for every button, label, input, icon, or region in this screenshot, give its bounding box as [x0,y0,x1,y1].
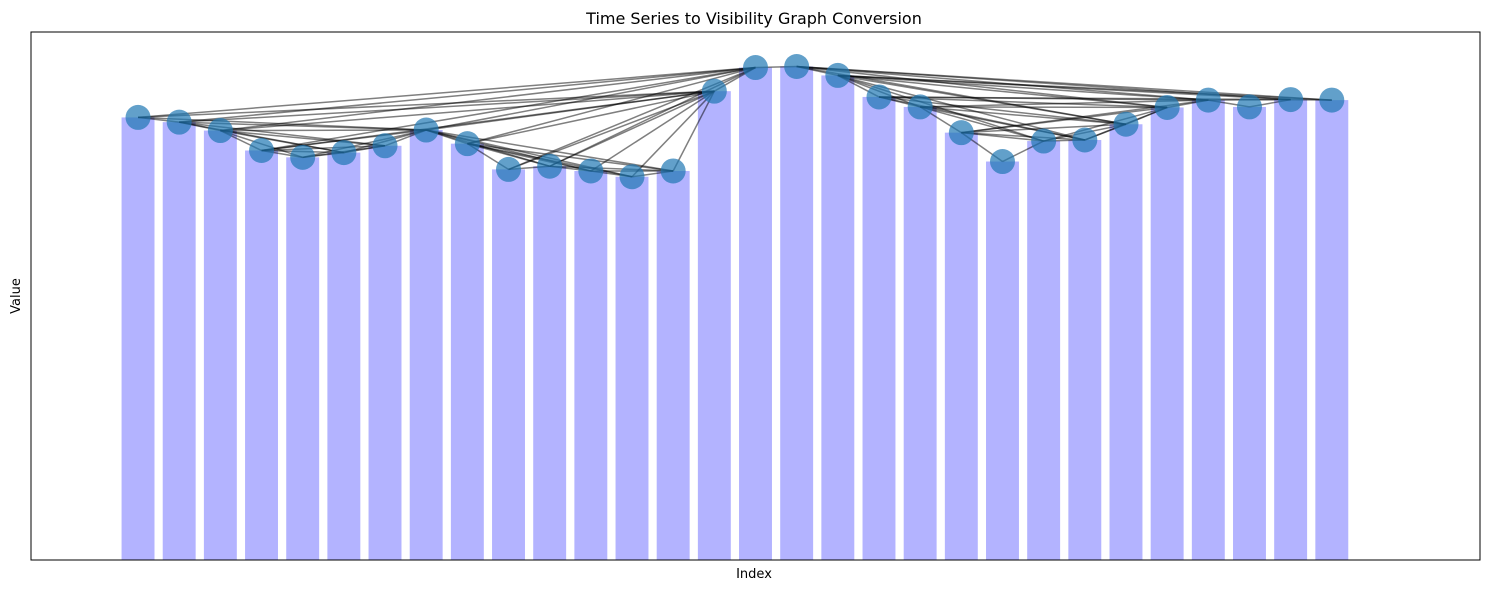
edge-2-14 [220,90,715,132]
node-11 [578,158,604,184]
bar-12 [615,176,649,560]
node-6 [372,133,398,159]
bar-16 [780,66,814,560]
bar-18 [862,96,896,560]
edge-20-23 [961,131,1085,141]
edge-2-15 [220,66,756,132]
edge-13-14 [672,90,716,172]
edge-3-15 [261,66,756,152]
nodes-layer [125,54,1345,190]
y-axis-label: Value [9,278,24,314]
bar-14 [697,91,731,561]
x-axis-label: Index [736,567,772,582]
bar-8 [450,143,484,561]
node-24 [1113,111,1139,137]
bar-11 [574,170,608,560]
node-20 [948,120,974,146]
node-7 [413,117,439,143]
chart-title: Time Series to Visibility Graph Conversi… [585,9,922,28]
edge-8-15 [467,66,756,145]
bar-0 [121,117,155,561]
edge-10-13 [549,165,674,172]
edge-19-22 [919,106,1044,142]
edge-7-15 [426,66,756,131]
node-1 [166,109,192,135]
node-10 [537,153,563,179]
edge-22-25 [1043,106,1168,142]
node-22 [1031,128,1057,154]
node-12 [619,164,645,190]
node-4 [290,144,316,170]
edge-19-25 [920,106,1168,109]
edge-0-14 [137,90,715,119]
node-13 [660,158,686,184]
bar-20 [944,132,978,560]
bar-5 [327,152,361,560]
edge-2-7 [220,129,427,132]
bar-24 [1109,124,1143,560]
bar-2 [203,130,237,561]
node-29 [1319,87,1345,113]
edge-2-5 [220,129,344,154]
bar-19 [903,106,937,561]
edge-11-14 [590,90,715,172]
edge-19-23 [920,106,1085,141]
edge-16-29 [796,65,1332,101]
bars-layer [121,66,1349,561]
edge-18-28 [878,96,1291,101]
bar-28 [1274,99,1308,560]
node-8 [454,131,480,157]
node-23 [1072,127,1098,153]
bar-29 [1315,100,1349,560]
node-21 [989,149,1015,175]
node-16 [784,54,810,79]
node-18 [866,84,892,110]
node-5 [331,140,357,166]
edge-17-26 [837,74,1209,101]
edge-17-24 [837,74,1127,125]
edge-7-14 [426,90,715,131]
edge-16-25 [796,65,1168,109]
bar-3 [245,150,278,560]
node-0 [125,104,151,130]
node-14 [701,78,727,104]
node-9 [496,156,522,182]
node-15 [743,55,768,81]
bar-27 [1233,106,1266,561]
bar-6 [368,145,402,560]
node-27 [1236,94,1262,120]
node-2 [207,118,233,144]
bar-15 [739,67,772,561]
bar-1 [162,122,196,561]
node-19 [907,94,933,120]
node-25 [1154,94,1180,120]
bar-7 [409,130,443,560]
bar-22 [1027,141,1061,561]
node-28 [1278,87,1304,113]
edge-1-15 [179,66,756,123]
bar-21 [986,161,1019,560]
bar-9 [492,169,525,560]
node-17 [825,62,851,88]
edge-12-14 [631,90,715,178]
edge-4-7 [302,129,427,159]
edges-layer [137,65,1332,178]
bar-23 [1068,140,1102,560]
bar-13 [656,170,690,560]
edge-0-15 [137,66,756,119]
edge-1-14 [179,90,715,123]
edge-8-14 [467,90,715,145]
plot-frame [30,31,1481,561]
bar-4 [286,157,320,560]
bar-26 [1191,100,1225,560]
edge-19-24 [920,106,1127,125]
bar-10 [533,166,567,560]
node-26 [1195,87,1221,113]
bar-17 [821,75,855,561]
node-3 [249,138,275,163]
bar-25 [1150,107,1184,560]
edge-2-6 [220,129,386,147]
